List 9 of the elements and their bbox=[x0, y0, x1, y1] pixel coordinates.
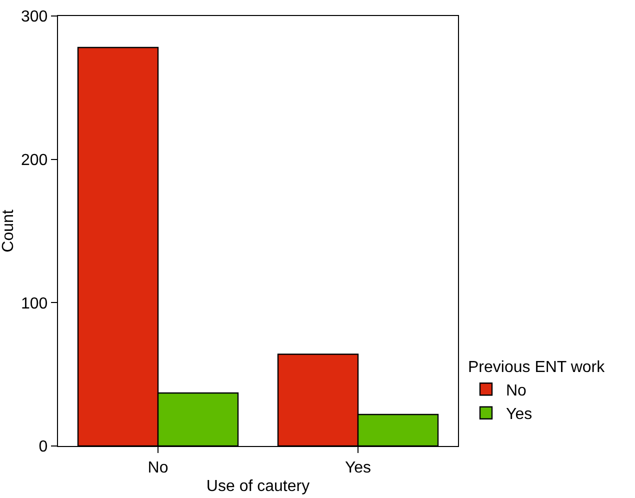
legend-label: No bbox=[506, 382, 527, 400]
y-axis-title: Count bbox=[0, 209, 17, 252]
y-tick-label: 100 bbox=[20, 295, 48, 312]
y-tick-label: 300 bbox=[20, 8, 48, 26]
y-tick-label: 200 bbox=[20, 152, 48, 169]
y-tick-label: 0 bbox=[38, 438, 48, 456]
x-axis-title: Use of cautery bbox=[206, 478, 310, 495]
legend-title: Previous ENT work bbox=[468, 359, 606, 376]
legend-label: Yes bbox=[506, 406, 532, 424]
